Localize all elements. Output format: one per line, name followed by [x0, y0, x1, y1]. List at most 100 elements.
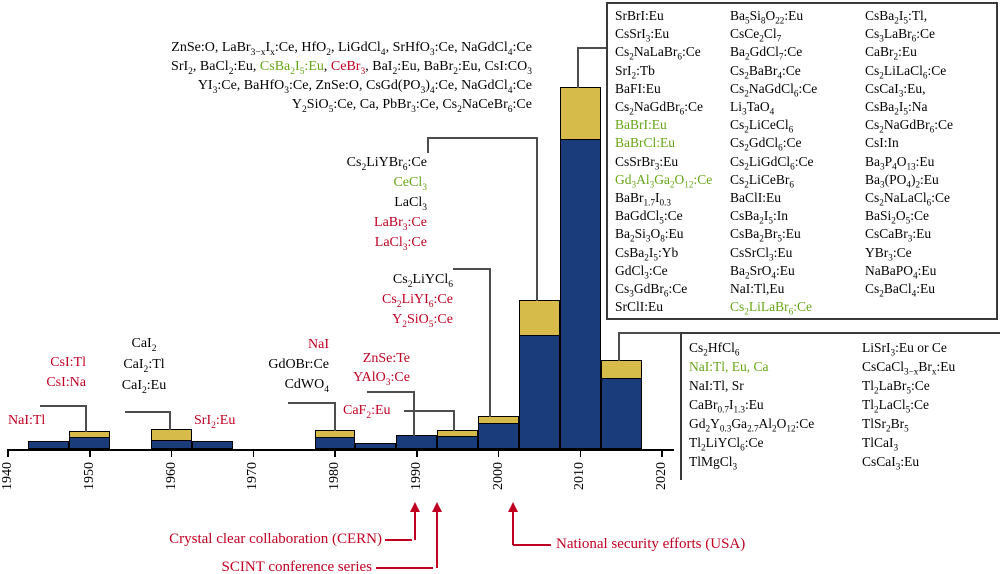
materials-box-2015: Cs2HfCl6 NaI:Tl, Eu, Ca NaI:Tl, Sr CaBr0.7I…: [680, 332, 1000, 480]
axis-tick: [7, 449, 9, 457]
material-item: SrI2:Eu: [194, 413, 236, 431]
material-item: YAlO3:Ce: [353, 370, 410, 388]
material-item: CsCaCl3−xBrx:Eu: [862, 359, 956, 377]
material-item: CsBa2Br5:Eu: [730, 226, 801, 245]
material-item: LaCl3: [394, 195, 427, 213]
material-item: NaI: [308, 337, 329, 352]
leader-line: [453, 268, 490, 270]
material-item: CsBa2I5:Na: [865, 99, 928, 117]
material-item: SrClI:Eu: [615, 299, 664, 315]
leader-line: [413, 391, 415, 436]
material-item: CsSrBr3:Eu: [615, 153, 679, 172]
material-item: CaF2:Eu: [343, 403, 391, 421]
bar-1960: [151, 440, 192, 449]
label-block-1950: CsI:Tl CsI:Na: [46, 353, 86, 393]
arrow-scint: [436, 511, 438, 568]
leader-line: [85, 405, 87, 432]
material-item: BaGdCl5:Ce: [615, 208, 683, 226]
bar-2000: [478, 423, 519, 449]
axis-tick-label: 1970: [245, 462, 261, 490]
arrow-natsec: [512, 511, 514, 545]
annotation-natsec-line: [513, 544, 551, 546]
axis-tick: [497, 449, 500, 457]
material-item: LaBr3:Ce: [374, 215, 427, 233]
bar-1990: [396, 435, 438, 449]
axis-tick-label: 2010: [572, 462, 588, 490]
material-item: Gd3Al3Ga2O12:Ce: [615, 171, 713, 190]
material-item: BaBrCl:Eu: [615, 135, 675, 151]
arrow-up-icon: [432, 502, 442, 512]
leader-line: [536, 137, 538, 301]
material-item: Gd2Y0.3Ga2.7Al2O12:Ce: [689, 416, 815, 434]
material-item: Cs2LiLaCl6:Ce: [865, 62, 947, 81]
bar-2005-top-segment: [518, 300, 560, 336]
material-item: Cs2NaLaBr6:Ce: [615, 44, 701, 63]
material-item: LaCl3:Ce: [374, 235, 427, 253]
material-item: YI3:Ce, BaHfO3:Ce, ZnSe:O, CsGd(PO3)4:Ce…: [197, 78, 532, 96]
material-item: BaFI:Eu: [615, 80, 661, 96]
bar-2005: [518, 335, 560, 449]
label-block-1995: CaF2:Eu: [343, 401, 391, 421]
material-item: Cs2LiGdCl6:Ce: [730, 153, 814, 172]
material-item: CsCe2Cl7: [730, 26, 782, 44]
material-item: CeCl3: [393, 175, 427, 193]
materials-box-2010: SrBrI:Eu CsSrI3:Eu Cs2NaLaBr6:Ce SrI2:Tb BaF…: [606, 2, 998, 320]
leader-line: [427, 137, 429, 153]
material-item: Cs2LiYI6:Ce: [382, 292, 453, 310]
axis-tick-label: 1960: [163, 462, 179, 490]
arrow-cern: [414, 511, 416, 540]
axis-tick-label: 1940: [0, 462, 15, 490]
material-item: Cs2GdCl6:Ce: [730, 135, 802, 154]
box-2015-column-2: LiSrI3:Eu or Ce CsCaCl3−xBrx:Eu Tl2LaBr5:C…: [862, 338, 955, 471]
leader-line: [427, 137, 537, 139]
material-item: Cs2LiCeCl6: [730, 117, 794, 135]
material-item: Tl2LaBr5:Ce: [862, 378, 930, 396]
material-item: Tl2LaCl5:Ce: [862, 397, 929, 415]
box-2010-column-3: CsBa2I5:Tl, Cs3LaBr6:Ce CaBr2:Eu Cs2LiLaCl6…: [865, 7, 953, 298]
material-item: Cs2NaGdCl6:Ce: [730, 80, 818, 99]
material-item: NaI:Tl, Sr: [689, 378, 744, 393]
box-2010-column-1: SrBrI:Eu CsSrI3:Eu Cs2NaLaBr6:Ce SrI2:Tb BaF…: [615, 7, 712, 316]
bar-1945: [28, 441, 70, 449]
box-2015-column-1: Cs2HfCl6 NaI:Tl, Eu, Ca NaI:Tl, Sr CaBr0.7I…: [689, 338, 814, 471]
material-item: CsCaI3:Eu,: [865, 80, 926, 99]
material-item: Tl2LiYCl6:Ce: [689, 435, 764, 453]
axis-tick: [416, 449, 418, 457]
material-item: CsI:Tl: [50, 355, 86, 370]
material-item: CsBa2I5:Tl,: [865, 8, 928, 26]
axis-tick-label: 2000: [490, 462, 506, 490]
axis-tick: [334, 449, 336, 457]
x-axis-line: [8, 449, 674, 451]
material-item: LiSrI3:Eu or Ce: [862, 340, 947, 358]
material-item: Cs2HfCl6: [689, 340, 740, 358]
bar-2015: [600, 378, 642, 449]
material-item: Cs2LiYBr6:Ce: [346, 155, 427, 173]
material-item: SrBrI:Eu: [615, 8, 664, 23]
material-item: TlSr2Br5: [862, 416, 909, 434]
arrow-up-icon: [508, 502, 518, 512]
material-item: CaBr2:Eu: [865, 44, 917, 63]
leader-line: [404, 410, 454, 412]
material-item: Cs2NaGdBr6:Ce: [615, 99, 703, 117]
annotation-cern-line: [385, 539, 412, 541]
material-item: Ba3(PO4)2:Eu: [865, 171, 939, 190]
bar-2010-top-segment: [559, 87, 601, 140]
bar-1965: [191, 441, 233, 449]
material-item: NaI:Tl,Eu: [730, 281, 785, 297]
material-item: Cs2NaLaCl6:Ce: [865, 190, 950, 208]
material-item: Ba2SrO4:Eu: [730, 262, 795, 281]
material-item: CsI:Na: [46, 375, 86, 390]
leader-line: [618, 332, 681, 334]
material-item: Cs3LaBr6:Ce: [865, 26, 935, 44]
axis-tick-label: 1990: [408, 462, 424, 490]
material-item: Cs2LiYCl6: [392, 272, 453, 290]
material-item: Ba2Si3O8:Eu: [615, 226, 684, 245]
bar-1950: [69, 437, 111, 449]
material-item: Y2SiO5:Ce: [392, 312, 453, 330]
material-item: CdWO4: [284, 377, 329, 395]
label-block-1945: NaI:Tl: [8, 411, 45, 431]
axis-tick-label: 2020: [654, 462, 669, 490]
material-item: ZnSe:O, LaBr3−xIx:Ce, HfO2, LiGdCl4, SrH…: [171, 40, 532, 58]
material-item: BaBr1.7I0.3: [615, 190, 671, 208]
material-item: Cs2BaBr4:Ce: [730, 62, 801, 81]
